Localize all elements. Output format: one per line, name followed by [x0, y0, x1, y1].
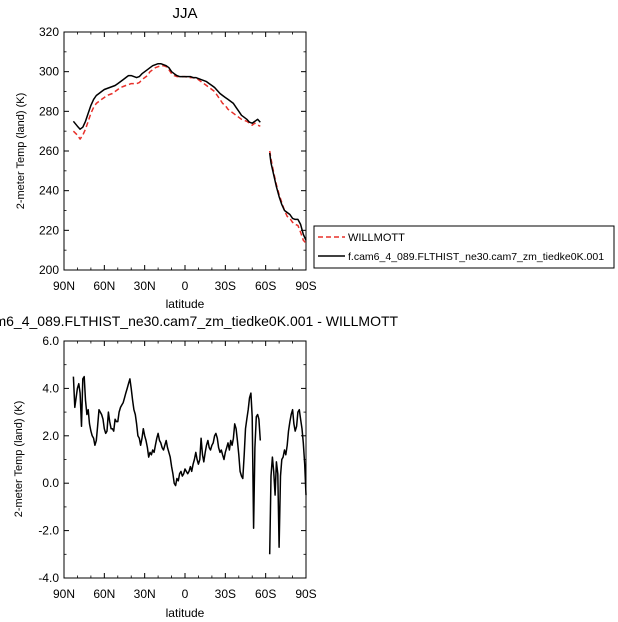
x-tick-label: 0	[182, 587, 189, 601]
y-tick-label: 6.0	[42, 334, 59, 348]
y-tick-label: -4.0	[38, 571, 59, 585]
y-tick-label: 0.0	[42, 476, 59, 490]
series-line-0	[268, 408, 307, 555]
series-line-1	[72, 62, 261, 130]
y-tick-label: 4.0	[42, 381, 59, 395]
chart-title: JJA	[172, 5, 197, 22]
y-tick-label: 260	[39, 144, 59, 158]
series-line-1	[268, 152, 307, 241]
legend-box	[313, 225, 615, 269]
legend-label-model: f.cam6_4_089.FLTHIST_ne30.cam7_zm_tiedke…	[348, 251, 604, 263]
x-tick-label: 90N	[53, 279, 75, 293]
chart-title: f.cam6_4_089.FLTHIST_ne30.cam7_zm_tiedke…	[0, 313, 399, 329]
x-tick-label: 30N	[134, 587, 156, 601]
legend-label-willmott: WILLMOTT	[348, 232, 405, 244]
y-tick-label: -2.0	[38, 524, 59, 538]
temperature-chart: 90N 60N 30N 0 30S 60S 90S 200 220 240 260 280 300 320…	[15, 5, 615, 311]
x-tick-label: 60N	[93, 279, 115, 293]
difference-chart: 90N 60N 30N 0 30S 60S 90S-4.0-2.00.02.04.06.0 …	[0, 313, 399, 620]
x-tick-label: 30S	[215, 587, 236, 601]
series-lines	[72, 375, 307, 555]
series-line-0	[72, 375, 262, 529]
series-line-0	[268, 150, 307, 244]
y-tick-label: 280	[39, 104, 59, 118]
x-tick-label: 90N	[53, 587, 75, 601]
x-tick-label: 30N	[134, 279, 156, 293]
x-tick-label: 90S	[295, 279, 316, 293]
y-axis-label: 2-meter Temp (land) (K)	[13, 401, 25, 518]
y-tick-label: 2.0	[42, 429, 59, 443]
x-tick-label: 60N	[93, 587, 115, 601]
y-tick-label: 240	[39, 184, 59, 198]
x-tick-label: 0	[182, 279, 189, 293]
y-tick-label: 200	[39, 263, 59, 277]
y-tick-label: 320	[39, 25, 59, 39]
x-axis-label: latitude	[166, 297, 205, 311]
axes: 90N 60N 30N 0 30S 60S 90S 200 220 240 260 280 300 320	[39, 25, 317, 293]
x-tick-label: 30S	[215, 279, 236, 293]
x-tick-label: 60S	[255, 279, 276, 293]
series-lines	[72, 62, 307, 244]
x-tick-label: 60S	[255, 587, 276, 601]
y-tick-label: 220	[39, 223, 59, 237]
axes: 90N 60N 30N 0 30S 60S 90S -4.0 -2.0 0.0 2.0 4.0 6.0	[38, 334, 316, 601]
legend: WILLMOTT f.cam6_4_089.FLTHIST_ne30.cam7_…	[313, 225, 615, 269]
x-tick-label: 90S	[295, 587, 316, 601]
y-tick-label: 300	[39, 65, 59, 79]
x-axis-label: latitude	[166, 606, 205, 620]
y-axis-label: 2-meter Temp (land) (K)	[15, 93, 27, 210]
